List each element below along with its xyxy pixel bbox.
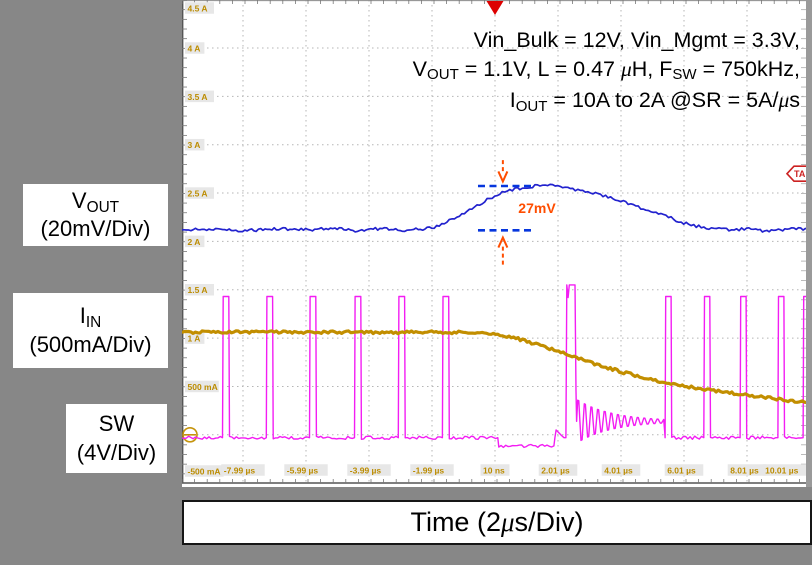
x-axis-tick-label: -7.99 µs [224, 465, 256, 475]
text-sub-segment: OUT [86, 198, 120, 216]
time-axis-label: Time (2 μ s/Div) [182, 500, 812, 545]
x-axis-tick-label: -5.99 µs [287, 465, 319, 475]
y-axis-tick-label-badge [185, 2, 214, 14]
iin-channel-name: IIN [13, 302, 168, 332]
note-line-3: IOUT = 10A to 2A @SR = 5A/μs [413, 86, 800, 118]
iin-trace [182, 329, 806, 404]
text-mu-segment: μ [620, 56, 632, 81]
text-segment: I [79, 303, 86, 329]
x-axis-tick-label-badge [762, 464, 806, 476]
iin-channel-label: IIN (500mA/Div) [13, 293, 168, 368]
iin-channel-scale: (500mA/Div) [29, 331, 152, 357]
note-line-1: Vin_Bulk = 12V, Vin_Mgmt = 3.3V, [413, 26, 800, 55]
ta-marker-label: TA [794, 169, 806, 179]
text-segment: V [71, 187, 87, 213]
text-segment: s [789, 88, 800, 112]
text-sub-segment: OUT [427, 66, 459, 84]
x-axis-tick-label: 6.01 µs [667, 465, 696, 475]
text-segment: Time (2 [410, 507, 501, 537]
delta-arrow-down-head [497, 171, 509, 184]
note-line-2: VOUT = 1.1V, L = 0.47 μH, FSW = 750kHz, [413, 55, 800, 87]
y-axis-tick-label: 1.5 A [188, 285, 208, 295]
y-axis-tick-label-badge [185, 187, 214, 199]
y-axis-tick-label: 3 A [188, 140, 201, 150]
y-axis-tick-label: 1 A [188, 334, 201, 344]
y-axis-tick-label-badge [185, 235, 205, 248]
delta-value-label: 27mV [518, 200, 556, 216]
y-axis-tick-label-badge [185, 42, 205, 54]
text-mu-segment: μ [500, 507, 515, 537]
text-segment: = 10A to 2A @SR = 5A/ [547, 88, 779, 112]
vout-trace [182, 183, 806, 233]
text-mu-segment: μ [778, 88, 790, 112]
text-segment: SW [98, 411, 135, 437]
x-axis-tick-label: 10 ns [483, 465, 505, 475]
text-segment: = 1.1V, L = 0.47 [458, 56, 621, 81]
text-sub-segment: OUT [515, 97, 548, 115]
y-axis-tick-label-badge [185, 465, 224, 477]
sw-trace [182, 284, 806, 449]
x-axis-tick-label: 2.01 µs [541, 465, 570, 475]
vout-channel-name: VOUT [23, 187, 168, 216]
y-axis-tick-label: -500 mA [188, 466, 221, 476]
x-axis-tick-label: -1.99 µs [413, 465, 445, 475]
y-axis-tick-label-badge [185, 284, 214, 296]
text-sub-segment: IN [85, 314, 102, 332]
y-axis-tick-label: 4 A [188, 43, 201, 53]
x-axis-tick-label-badge [347, 464, 391, 476]
y-axis-tick-label: 4.5 A [188, 3, 208, 13]
x-axis-tick-label-badge [727, 464, 767, 476]
x-axis-tick-label-badge [410, 464, 454, 476]
text-segment: s/Div) [514, 507, 584, 537]
sw-channel-name: SW [66, 410, 167, 438]
x-axis-tick-label-badge [601, 464, 641, 476]
y-axis-tick-label-badge [185, 138, 205, 151]
x-axis-tick-label-badge [284, 464, 328, 476]
y-axis-tick-label: 500 mA [188, 382, 218, 392]
text-segment: Vin_Bulk = 12V, Vin_Mgmt = 3.3V, [473, 28, 800, 52]
x-axis-tick-label-badge [480, 464, 510, 476]
sw-channel-scale: (4V/Div) [76, 439, 157, 465]
sw-channel-label: SW (4V/Div) [66, 404, 167, 473]
text-segment: H, F [631, 56, 673, 81]
y-axis-tick-label-badge [185, 380, 219, 393]
vout-channel-label: VOUT (20mV/Div) [23, 184, 168, 246]
ground-reference-icon [182, 426, 198, 443]
vout-channel-scale: (20mV/Div) [40, 216, 151, 241]
delta-arrow-up-head [497, 235, 509, 248]
y-axis-tick-label-badge [185, 332, 205, 344]
x-axis-tick-label-badge [221, 464, 265, 476]
y-axis-tick-label: 2 A [188, 237, 201, 247]
text-segment: I [509, 88, 516, 112]
x-axis-tick-label-badge [664, 464, 704, 476]
scope-graticule-area: 4.5 A 4 A 3.5 A 3 A 2.5 A 2 A 1.5 A 1 A 500 mA -5… [182, 0, 812, 487]
y-axis-tick-label: 2.5 A [188, 188, 208, 198]
text-sub-segment: SW [672, 66, 697, 84]
y-axis-tick-label: 3.5 A [188, 92, 208, 102]
test-conditions-note: Vin_Bulk = 12V, Vin_Mgmt = 3.3V, VOUT = … [413, 26, 800, 118]
x-axis-tick-label-badge [538, 464, 578, 476]
waveform-plot: 4.5 A 4 A 3.5 A 3 A 2.5 A 2 A 1.5 A 1 A 500 mA -5… [182, 0, 812, 487]
scope-right-border [806, 0, 812, 487]
x-axis-tick-label: 8.01 µs [730, 465, 759, 475]
x-axis-tick-label: 4.01 µs [604, 465, 633, 475]
text-segment: V [412, 56, 428, 81]
x-axis-tick-label: -3.99 µs [350, 465, 382, 475]
y-axis-tick-label-badge [185, 90, 214, 103]
text-segment: = 750kHz, [696, 56, 800, 81]
x-axis-tick-label: 10.01 µs [765, 465, 799, 475]
trigger-marker-icon [486, 1, 504, 15]
